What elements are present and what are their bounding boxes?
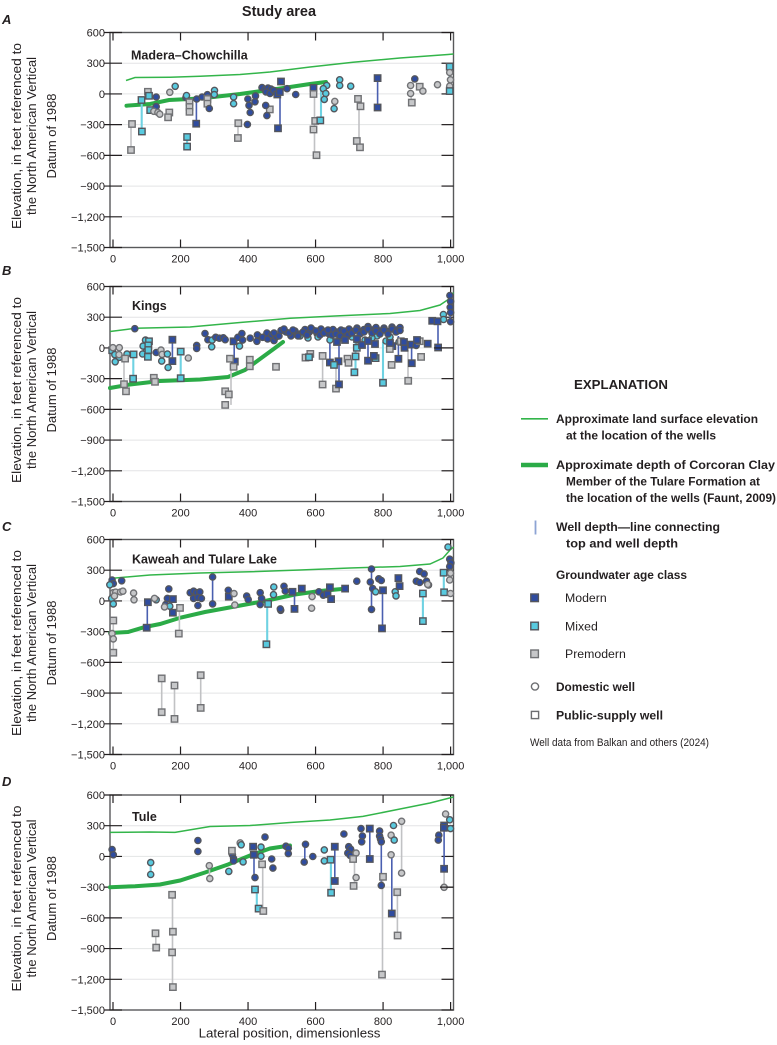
- svg-text:the North American Vertical: the North American Vertical: [24, 311, 39, 469]
- svg-text:Study area: Study area: [242, 4, 317, 20]
- svg-text:Lateral position, dimensionles: Lateral position, dimensionless: [199, 1026, 381, 1041]
- svg-text:Elevation, in feet referenced: Elevation, in feet referenced to: [9, 297, 24, 483]
- svg-text:600: 600: [306, 254, 324, 266]
- svg-text:200: 200: [171, 254, 189, 266]
- svg-text:600: 600: [87, 28, 105, 40]
- svg-text:−1,500: −1,500: [71, 243, 105, 255]
- svg-text:Kings: Kings: [132, 299, 167, 313]
- svg-text:Elevation, in feet referenced: Elevation, in feet referenced to: [9, 550, 24, 736]
- svg-text:Approximate land surface eleva: Approximate land surface elevation: [556, 412, 758, 426]
- svg-text:1,000: 1,000: [437, 254, 465, 266]
- svg-text:800: 800: [374, 508, 392, 520]
- svg-text:the North American Vertical: the North American Vertical: [24, 57, 39, 215]
- svg-text:200: 200: [171, 508, 189, 520]
- svg-text:−900: −900: [80, 688, 105, 700]
- svg-text:C: C: [2, 519, 12, 534]
- svg-text:0: 0: [110, 761, 116, 773]
- svg-text:400: 400: [239, 761, 257, 773]
- svg-text:−900: −900: [80, 944, 105, 956]
- svg-text:Public-supply well: Public-supply well: [556, 709, 663, 723]
- svg-text:Premodern: Premodern: [565, 647, 626, 661]
- svg-text:300: 300: [87, 312, 105, 324]
- svg-text:Member of the Tulare Formation: Member of the Tulare Formation at: [566, 475, 760, 489]
- svg-text:1,000: 1,000: [437, 508, 465, 520]
- svg-text:0: 0: [110, 508, 116, 520]
- svg-text:600: 600: [306, 761, 324, 773]
- svg-text:the location of the wells (Fau: the location of the wells (Faunt, 2009): [566, 491, 776, 505]
- svg-text:0: 0: [99, 596, 105, 608]
- svg-text:300: 300: [87, 565, 105, 577]
- svg-text:800: 800: [374, 1016, 392, 1028]
- svg-text:Mixed: Mixed: [565, 619, 598, 633]
- svg-text:Madera–Chowchilla: Madera–Chowchilla: [131, 49, 249, 63]
- svg-text:200: 200: [171, 761, 189, 773]
- svg-text:400: 400: [239, 254, 257, 266]
- svg-text:−1,200: −1,200: [71, 466, 105, 478]
- svg-text:−300: −300: [80, 627, 105, 639]
- svg-text:−600: −600: [80, 404, 105, 416]
- svg-text:1,000: 1,000: [437, 761, 465, 773]
- svg-text:0: 0: [99, 851, 105, 863]
- svg-text:800: 800: [374, 254, 392, 266]
- svg-text:−1,500: −1,500: [71, 750, 105, 762]
- svg-text:−300: −300: [80, 120, 105, 132]
- svg-text:600: 600: [306, 508, 324, 520]
- svg-text:600: 600: [87, 282, 105, 294]
- svg-text:D: D: [2, 774, 12, 789]
- svg-text:top and well depth: top and well depth: [566, 537, 678, 551]
- svg-text:B: B: [2, 263, 11, 278]
- svg-text:−600: −600: [80, 657, 105, 669]
- svg-text:Datum of 1988: Datum of 1988: [44, 856, 59, 941]
- svg-text:600: 600: [306, 1016, 324, 1028]
- svg-text:−1,500: −1,500: [71, 1005, 105, 1017]
- svg-text:the North American Vertical: the North American Vertical: [24, 819, 39, 977]
- svg-text:Elevation, in feet referenced: Elevation, in feet referenced to: [9, 43, 24, 229]
- svg-text:−900: −900: [80, 181, 105, 193]
- svg-text:Tule: Tule: [132, 810, 157, 824]
- svg-text:200: 200: [171, 1016, 189, 1028]
- svg-text:Datum of 1988: Datum of 1988: [44, 94, 59, 179]
- svg-text:0: 0: [99, 343, 105, 355]
- svg-text:−600: −600: [80, 913, 105, 925]
- svg-text:Kaweah and Tulare Lake: Kaweah and Tulare Lake: [132, 553, 277, 567]
- svg-text:600: 600: [87, 790, 105, 802]
- svg-text:400: 400: [239, 1016, 257, 1028]
- svg-text:Well data from Balkan and othe: Well data from Balkan and others (2024): [530, 737, 709, 749]
- svg-text:400: 400: [239, 508, 257, 520]
- svg-text:Well depth—line connecting: Well depth—line connecting: [556, 520, 720, 534]
- svg-text:−1,200: −1,200: [71, 212, 105, 224]
- svg-text:the North American Vertical: the North American Vertical: [24, 564, 39, 722]
- svg-text:−1,200: −1,200: [71, 974, 105, 986]
- svg-text:−300: −300: [80, 882, 105, 894]
- svg-text:300: 300: [87, 58, 105, 70]
- svg-text:300: 300: [87, 821, 105, 833]
- svg-text:800: 800: [374, 761, 392, 773]
- svg-text:Groundwater age class: Groundwater age class: [556, 568, 687, 582]
- svg-text:0: 0: [110, 254, 116, 266]
- svg-text:−300: −300: [80, 374, 105, 386]
- svg-text:600: 600: [87, 535, 105, 547]
- svg-text:A: A: [1, 12, 11, 27]
- svg-text:Modern: Modern: [565, 591, 607, 605]
- svg-text:Datum of 1988: Datum of 1988: [44, 348, 59, 433]
- svg-text:Elevation, in feet referenced: Elevation, in feet referenced to: [9, 806, 24, 992]
- svg-text:−900: −900: [80, 435, 105, 447]
- svg-text:0: 0: [110, 1016, 116, 1028]
- svg-text:1,000: 1,000: [437, 1016, 465, 1028]
- svg-text:EXPLANATION: EXPLANATION: [574, 377, 668, 392]
- svg-text:−600: −600: [80, 150, 105, 162]
- svg-text:−1,500: −1,500: [71, 497, 105, 509]
- svg-text:Approximate depth of Corcoran: Approximate depth of Corcoran Clay: [556, 458, 775, 472]
- svg-text:at the location of the wells: at the location of the wells: [566, 429, 716, 443]
- svg-text:−1,200: −1,200: [71, 719, 105, 731]
- svg-text:Domestic well: Domestic well: [556, 680, 635, 694]
- svg-text:Datum of 1988: Datum of 1988: [44, 601, 59, 686]
- svg-text:0: 0: [99, 89, 105, 101]
